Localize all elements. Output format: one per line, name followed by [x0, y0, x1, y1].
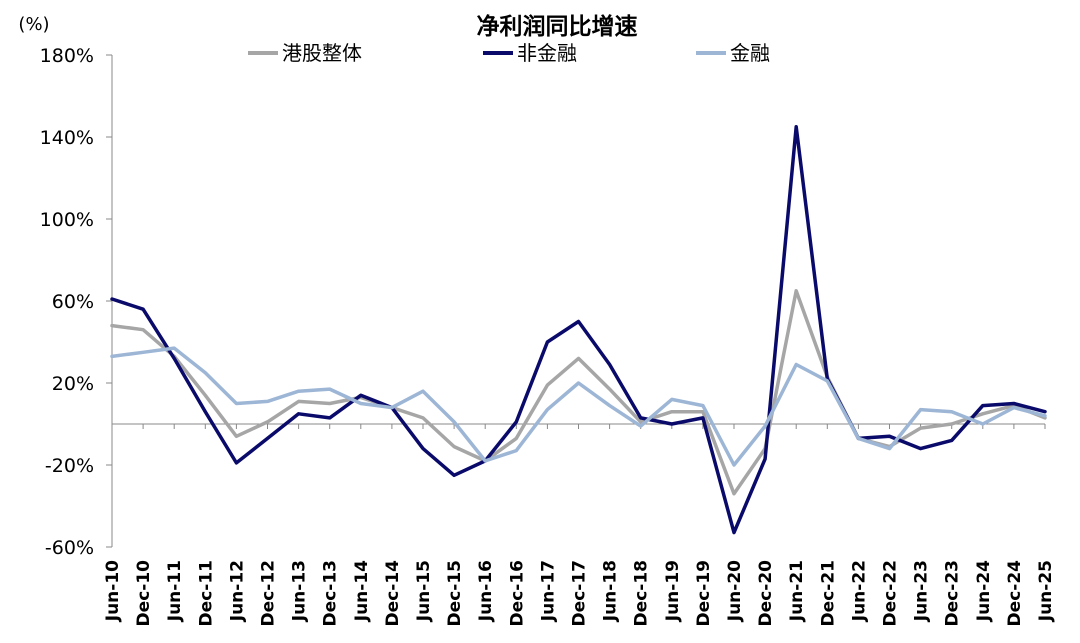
x-tick-label: Dec-23 [943, 560, 963, 626]
x-tick-label: Dec-17 [570, 560, 590, 626]
legend-label: 非金融 [517, 41, 577, 65]
x-tick-label: Jun-14 [352, 560, 372, 622]
x-tick-label: Dec-19 [694, 560, 714, 626]
y-tick-label: -60% [45, 537, 94, 559]
x-tick-label: Jun-21 [787, 560, 807, 622]
x-tick-label: Dec-24 [1005, 560, 1025, 627]
y-tick-label: 180% [40, 45, 94, 67]
x-tick-label: Jun-20 [725, 560, 745, 622]
x-tick-label: Jun-12 [227, 560, 247, 622]
x-tick-label: Jun-10 [103, 560, 123, 622]
x-tick-label: Dec-16 [507, 560, 527, 626]
legend-label: 金融 [730, 41, 770, 65]
x-tick-label: Jun-22 [849, 560, 869, 622]
x-axis: Jun-10 Dec-10 Jun-11 Dec-11 Jun-12 Dec-12 Jun-… [103, 423, 1056, 627]
x-tick-label: Dec-15 [445, 560, 465, 626]
y-tick-label: 20% [52, 373, 94, 395]
x-tick-label: Dec-20 [756, 560, 776, 627]
y-unit-label: (%) [18, 14, 49, 35]
y-tick-label: 60% [52, 291, 94, 313]
x-tick-label: Dec-10 [134, 560, 154, 627]
y-tick-label: -20% [45, 455, 94, 477]
x-tick-label: Jun-18 [601, 560, 621, 622]
x-tick-label: Jun-13 [290, 560, 310, 622]
x-tick-label: Dec-12 [259, 560, 279, 626]
x-tick-label: Jun-19 [663, 560, 683, 622]
series-line-1 [110, 125, 1047, 535]
x-tick-label: Jun-16 [476, 560, 496, 622]
x-tick-label: Jun-24 [974, 560, 994, 622]
series-line-2 [110, 346, 1047, 467]
series-layer [110, 125, 1047, 535]
x-tick-label: Jun-17 [538, 560, 558, 622]
x-tick-label: Dec-21 [818, 560, 838, 626]
x-tick-label: Jun-11 [165, 560, 185, 622]
x-tick-label: Jun-25 [1036, 560, 1056, 622]
legend-label: 港股整体 [282, 41, 362, 65]
legend: 港股整体 非金融 金融 [248, 41, 770, 65]
x-tick-label: Jun-23 [912, 560, 932, 622]
y-axis: 180% 140% 100% 60% 20% -20% -60% [40, 45, 113, 559]
y-tick-label: 140% [40, 127, 94, 149]
x-tick-label: Dec-22 [881, 560, 901, 626]
x-tick-label: Jun-15 [414, 560, 434, 622]
x-tick-label: Dec-18 [632, 560, 652, 626]
x-tick-label: Dec-14 [383, 560, 403, 627]
x-tick-label: Dec-13 [321, 560, 341, 626]
y-tick-label: 100% [40, 209, 94, 231]
chart-title: 净利润同比增速 [477, 13, 638, 40]
x-tick-label: Dec-11 [196, 560, 216, 626]
